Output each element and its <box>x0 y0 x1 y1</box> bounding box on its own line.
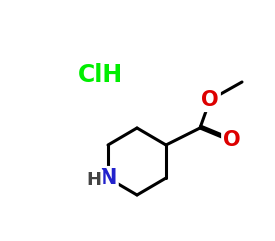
Text: ClH: ClH <box>78 63 123 87</box>
Text: O: O <box>201 90 219 110</box>
Text: O: O <box>223 130 241 150</box>
Text: N: N <box>99 168 117 188</box>
Text: H: H <box>87 171 101 189</box>
